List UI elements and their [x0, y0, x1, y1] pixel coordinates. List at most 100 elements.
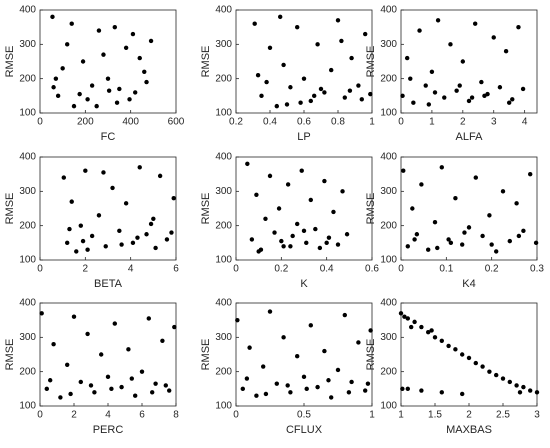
y-tick-label: 400 [215, 5, 232, 16]
point [78, 379, 84, 385]
point [368, 328, 373, 333]
point [71, 314, 77, 319]
x-tick-label: 0 [398, 117, 404, 128]
point [67, 226, 72, 232]
y-tick-label: 200 [19, 220, 36, 231]
point [290, 233, 295, 239]
point [435, 18, 441, 23]
x-tick-label: 1 [398, 410, 404, 421]
point [489, 242, 494, 247]
point [139, 369, 145, 374]
point [74, 249, 79, 254]
y-tick-label: 300 [380, 39, 397, 50]
point [308, 323, 313, 328]
point [347, 88, 353, 93]
x-axis-label: FC [101, 131, 116, 143]
point [65, 362, 70, 367]
y-tick-label: 200 [215, 366, 232, 377]
point [365, 381, 371, 386]
point [435, 245, 440, 251]
y-axis-label: RMSE [200, 339, 212, 371]
y-tick-label: 200 [215, 220, 232, 231]
point [148, 221, 154, 227]
point [92, 390, 97, 395]
x-tick-label: 8 [173, 410, 179, 421]
point [267, 45, 273, 50]
point [39, 311, 44, 316]
point [83, 168, 88, 173]
point [119, 384, 124, 390]
point [60, 66, 65, 71]
point [117, 228, 122, 234]
x-tick-label: 2 [460, 117, 466, 128]
point [510, 97, 515, 102]
point [58, 395, 63, 400]
point [322, 90, 327, 95]
point [299, 168, 304, 173]
y-tick-label: 100 [215, 108, 232, 119]
point [123, 201, 129, 206]
point [295, 221, 300, 227]
y-tick-label: 200 [215, 73, 232, 84]
plot-frame [235, 302, 373, 407]
x-axis-label: ALFA [456, 131, 484, 143]
point [295, 24, 300, 30]
x-tick-label: 6 [173, 264, 179, 275]
point [153, 381, 158, 386]
point [363, 31, 368, 37]
point [157, 173, 163, 179]
point [78, 223, 84, 228]
y-tick-label: 400 [380, 298, 397, 309]
point [51, 342, 56, 347]
point [442, 95, 447, 100]
point [263, 391, 269, 397]
y-tick-label: 100 [380, 108, 397, 119]
point [315, 42, 320, 47]
point [405, 316, 410, 321]
y-tick-label: 300 [380, 186, 397, 197]
point [126, 347, 131, 352]
point [494, 249, 499, 254]
point [500, 189, 506, 194]
point [528, 388, 533, 393]
x-axis-label: BETA [94, 278, 123, 290]
point [114, 100, 120, 105]
point [506, 100, 512, 105]
point [284, 102, 290, 107]
point [514, 383, 519, 388]
y-tick-label: 300 [380, 332, 397, 343]
x-tick-label: 0.2 [274, 264, 288, 275]
point [335, 242, 341, 247]
point [133, 393, 138, 398]
point [419, 182, 424, 187]
point [312, 93, 317, 99]
point [439, 165, 444, 170]
y-tick-label: 200 [19, 366, 36, 377]
x-tick-label: 1 [369, 410, 375, 421]
point [439, 338, 444, 343]
point [516, 233, 522, 239]
point [308, 98, 313, 104]
point [466, 225, 472, 230]
plot-frame [235, 9, 373, 114]
point [94, 103, 99, 109]
point [419, 324, 424, 330]
point [130, 240, 136, 246]
point [448, 240, 454, 246]
point [400, 386, 405, 392]
point [480, 364, 485, 369]
point [329, 395, 334, 400]
point [285, 383, 290, 388]
point [69, 21, 74, 26]
point [473, 175, 478, 180]
y-tick-label: 200 [380, 73, 397, 84]
point [494, 372, 499, 378]
point [245, 161, 250, 167]
point [167, 388, 172, 393]
point [507, 379, 512, 385]
point [349, 55, 354, 61]
point [410, 206, 415, 211]
point [507, 238, 512, 244]
point [457, 83, 462, 88]
point [317, 245, 323, 251]
